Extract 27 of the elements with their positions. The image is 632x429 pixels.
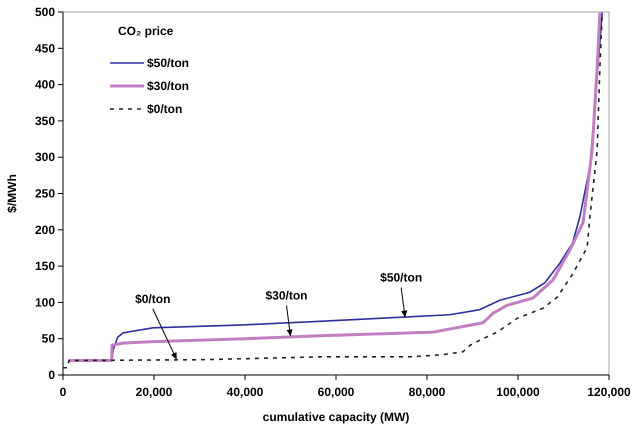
legend-title: CO₂ price (118, 24, 174, 38)
x-tick-label: 40,000 (226, 385, 264, 399)
x-tick-label: 60,000 (318, 385, 355, 399)
y-tick-label: 500 (34, 5, 56, 19)
y-tick-label: 450 (34, 41, 56, 56)
legend-label: $0/ton (147, 102, 182, 116)
x-tick-label: 0 (60, 385, 67, 399)
y-tick-label: 350 (34, 114, 56, 128)
y-tick-label: 250 (34, 186, 56, 200)
y-tick-label: 200 (34, 222, 56, 237)
legend-label: $30/ton (147, 79, 190, 93)
x-tick-label: 120,000 (587, 385, 632, 399)
annotation: $50/ton (380, 270, 422, 285)
x-tick-label: 100,000 (496, 385, 540, 399)
y-tick-label: 50 (42, 332, 56, 346)
x-tick-label: 80,000 (408, 385, 446, 399)
x-tick-label: 20,000 (136, 385, 173, 399)
legend-label: $50/ton (147, 56, 190, 70)
annotation: $30/ton (265, 288, 308, 303)
y-tick-label: 300 (34, 150, 56, 164)
y-tick-label: 400 (34, 78, 56, 92)
y-tick-label: 0 (48, 368, 56, 382)
y-axis-title: $/MWh (5, 174, 19, 213)
y-tick-label: 100 (34, 295, 56, 310)
annotation: $0/ton (135, 292, 170, 306)
x-axis-title: cumulative capacity (MW) (262, 410, 410, 424)
y-tick-label: 150 (34, 259, 56, 274)
